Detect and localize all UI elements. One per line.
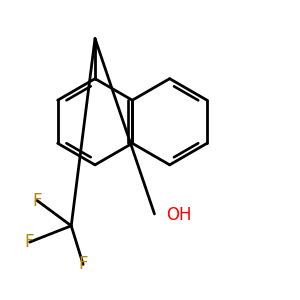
Text: F: F <box>78 255 88 273</box>
Text: OH: OH <box>166 206 192 224</box>
Text: F: F <box>32 191 42 209</box>
Text: F: F <box>25 233 34 251</box>
